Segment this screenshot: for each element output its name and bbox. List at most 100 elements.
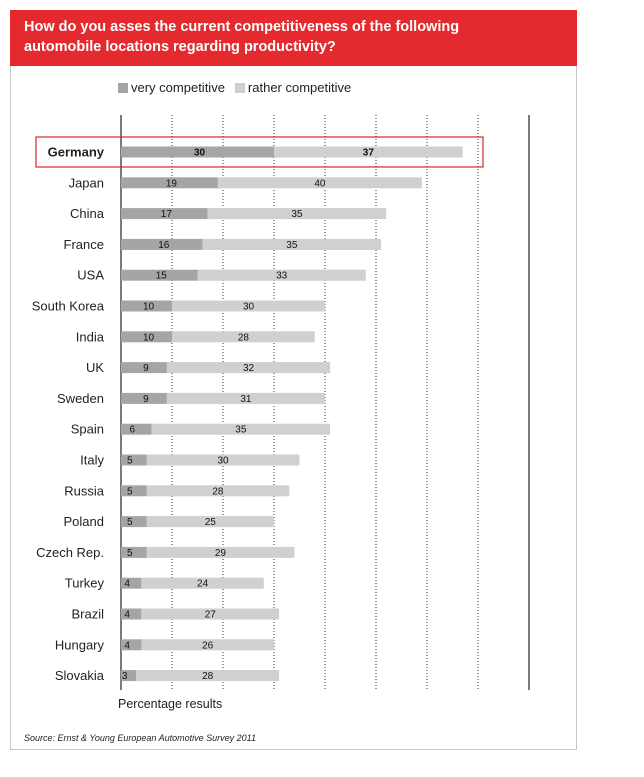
bar-very-competitive-china (121, 208, 208, 220)
data-label-rather-competitive-china: 35 (291, 209, 303, 220)
legend-swatch-very-competitive (118, 82, 128, 93)
data-label-very-competitive-france: 16 (158, 240, 170, 251)
bar-very-competitive-hungary (121, 639, 142, 651)
data-label-very-competitive-uk: 9 (143, 363, 149, 374)
bar-rather-competitive-hungary (141, 639, 274, 651)
bar-very-competitive-sweden (121, 392, 167, 404)
bar-very-competitive-japan (121, 177, 218, 189)
category-label-czech-rep: Czech Rep. (36, 545, 104, 560)
category-label-sweden: Sweden (57, 391, 104, 406)
data-label-rather-competitive-czech-rep: 29 (215, 548, 227, 559)
category-label-hungary: Hungary (55, 637, 105, 652)
category-label-italy: Italy (80, 453, 104, 468)
data-label-very-competitive-south-korea: 10 (143, 302, 155, 313)
bar-rather-competitive-china (207, 208, 387, 220)
category-label-germany: Germany (48, 145, 105, 160)
bar-rather-competitive-czech-rep (146, 546, 295, 558)
bar-very-competitive-slovakia (121, 670, 137, 682)
bar-rather-competitive-india (172, 331, 315, 343)
bar-rather-competitive-italy (146, 454, 300, 466)
highlight-box-germany (35, 136, 484, 168)
bar-very-competitive-uk (121, 362, 167, 374)
data-label-rather-competitive-germany: 37 (363, 148, 375, 159)
data-label-very-competitive-germany: 30 (194, 148, 206, 159)
bar-very-competitive-poland (121, 516, 147, 528)
bar-very-competitive-russia (121, 485, 147, 497)
legend-label-very-competitive: very competitive (131, 80, 225, 95)
data-label-rather-competitive-italy: 30 (217, 456, 229, 467)
data-label-rather-competitive-poland: 25 (205, 517, 217, 528)
category-label-slovakia: Slovakia (55, 668, 105, 683)
bar-rather-competitive-japan (217, 177, 422, 189)
data-label-rather-competitive-india: 28 (238, 332, 250, 343)
bar-rather-competitive-germany (274, 146, 463, 158)
bar-very-competitive-france (121, 238, 203, 250)
legend: very competitive rather competitive (118, 80, 361, 95)
data-label-very-competitive-spain: 6 (130, 425, 136, 436)
x-axis-label: Percentage results (118, 697, 223, 711)
bar-very-competitive-germany (121, 146, 274, 158)
data-label-very-competitive-slovakia: 3 (122, 671, 128, 682)
bar-rather-competitive-turkey (141, 577, 264, 589)
data-label-rather-competitive-japan: 40 (314, 178, 326, 189)
bar-very-competitive-usa (121, 269, 198, 281)
category-label-russia: Russia (64, 483, 105, 498)
category-label-poland: Poland (64, 514, 104, 529)
bar-rather-competitive-france (202, 238, 382, 250)
bar-very-competitive-south-korea (121, 300, 172, 312)
chart-title-line-1: How do you asses the current competitive… (24, 19, 460, 35)
data-label-very-competitive-turkey: 4 (124, 579, 130, 590)
category-label-spain: Spain (71, 422, 104, 437)
data-label-very-competitive-sweden: 9 (143, 394, 149, 405)
bar-rather-competitive-spain (151, 423, 331, 435)
legend-item-rather-competitive: rather competitive (234, 80, 351, 95)
bar-rather-competitive-uk (166, 362, 331, 374)
data-label-rather-competitive-russia: 28 (212, 486, 224, 497)
data-label-rather-competitive-usa: 33 (276, 271, 288, 282)
bar-rather-competitive-usa (197, 269, 366, 281)
data-label-very-competitive-india: 10 (143, 332, 155, 343)
bar-rather-competitive-russia (146, 485, 290, 497)
bar-very-competitive-spain (121, 423, 152, 435)
bar-very-competitive-czech-rep (121, 546, 147, 558)
data-label-very-competitive-japan: 19 (166, 178, 178, 189)
legend-swatch-rather-competitive (234, 82, 245, 93)
data-label-very-competitive-brazil: 4 (124, 610, 130, 621)
data-label-rather-competitive-turkey: 24 (197, 579, 209, 590)
category-label-china: China (70, 206, 105, 221)
data-label-very-competitive-italy: 5 (127, 456, 133, 467)
data-label-rather-competitive-hungary: 26 (202, 640, 214, 651)
source-note: Source: Ernst & Young European Automotiv… (24, 733, 256, 743)
bar-rather-competitive-brazil (141, 608, 280, 620)
chart-frame (10, 10, 577, 750)
bar-rather-competitive-south-korea (172, 300, 325, 312)
data-label-rather-competitive-brazil: 27 (205, 610, 217, 621)
bar-very-competitive-brazil (121, 608, 142, 620)
category-label-brazil: Brazil (71, 607, 104, 622)
title-banner: How do you asses the current competitive… (10, 10, 577, 66)
data-label-rather-competitive-spain: 35 (235, 425, 247, 436)
category-label-india: India (76, 329, 105, 344)
data-label-very-competitive-usa: 15 (156, 271, 168, 282)
bar-rather-competitive-sweden (166, 392, 325, 404)
data-label-very-competitive-russia: 5 (127, 486, 133, 497)
bar-very-competitive-turkey (121, 577, 142, 589)
chart-title-line-2: automobile locations regarding productiv… (24, 39, 336, 55)
category-label-turkey: Turkey (65, 576, 105, 591)
data-label-rather-competitive-slovakia: 28 (202, 671, 214, 682)
category-label-usa: USA (77, 268, 104, 283)
bar-very-competitive-india (121, 331, 172, 343)
data-label-very-competitive-china: 17 (161, 209, 173, 220)
bar-rather-competitive-slovakia (136, 670, 280, 682)
bar-very-competitive-italy (121, 454, 147, 466)
legend-item-very-competitive: very competitive (118, 80, 225, 95)
data-label-rather-competitive-sweden: 31 (240, 394, 252, 405)
data-label-very-competitive-hungary: 4 (124, 640, 130, 651)
data-label-rather-competitive-uk: 32 (243, 363, 255, 374)
category-label-japan: Japan (69, 175, 104, 190)
data-label-rather-competitive-south-korea: 30 (243, 302, 255, 313)
category-label-south-korea: South Korea (32, 299, 105, 314)
data-label-very-competitive-czech-rep: 5 (127, 548, 133, 559)
data-label-very-competitive-poland: 5 (127, 517, 133, 528)
